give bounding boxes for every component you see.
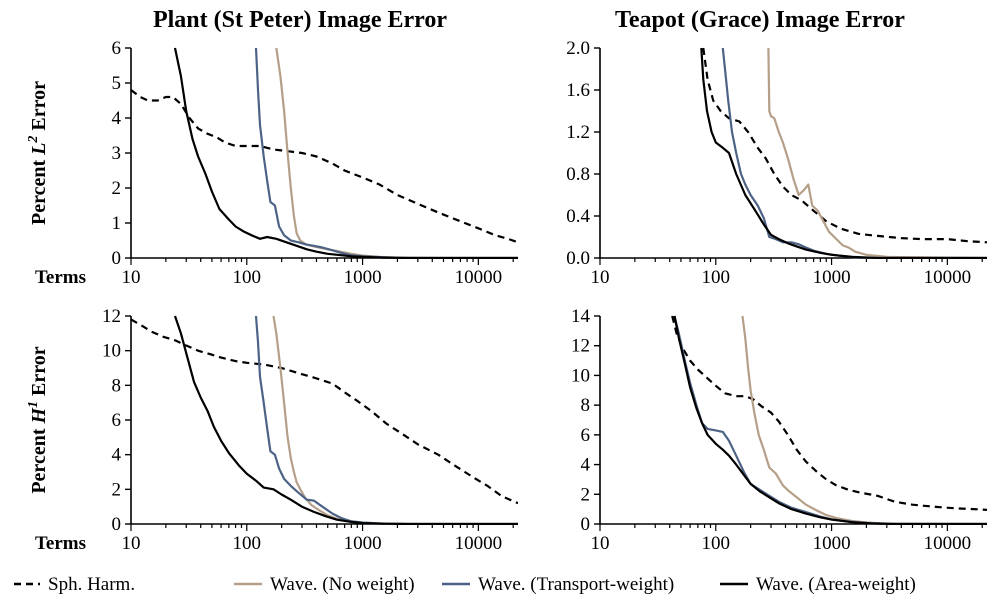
- y-tick-label: 1.2: [566, 122, 590, 143]
- y-tick-label: 14: [571, 306, 591, 327]
- axes: [599, 316, 987, 525]
- x-tick-label: 10: [591, 533, 610, 554]
- series-line-area: [673, 315, 987, 525]
- series-line-area: [700, 47, 987, 259]
- x-tick-label: 10000: [455, 267, 503, 288]
- legend-label-sph: Sph. Harm.: [48, 574, 135, 595]
- axes: [599, 48, 987, 259]
- legend: Sph. Harm. Wave. (No weight) Wave. (Transp…: [14, 574, 916, 595]
- y-tick-label: 6: [581, 425, 591, 446]
- x-tick-label: 100: [233, 533, 262, 554]
- y-tick-label: 6: [112, 38, 122, 59]
- x-tick-label: 10000: [455, 533, 503, 554]
- y-tick-label: 0: [581, 514, 591, 535]
- y-tick-label: 0: [112, 514, 122, 535]
- series-line-sph: [131, 89, 518, 244]
- legend-label-area: Wave. (Area-weight): [756, 574, 916, 595]
- x-tick-label: 100: [233, 267, 262, 288]
- y-tick-label: 10: [571, 365, 590, 386]
- y-tick-label: 1: [112, 213, 122, 234]
- series-line-area: [173, 47, 518, 259]
- series-line-transport: [721, 47, 987, 259]
- panel-1: Plant (St Peter) Image Error Percent L2 E…: [26, 7, 518, 288]
- series-line-sph: [702, 47, 987, 244]
- y-tick-label: 10: [102, 341, 121, 362]
- series-line-noweight: [767, 47, 987, 259]
- x-tick-label: 100: [702, 533, 731, 554]
- chart-title: Teapot (Grace) Image Error: [615, 7, 905, 33]
- x-tick-label: 10000: [924, 533, 972, 554]
- x-axis-label: Terms: [35, 533, 86, 554]
- x-tick-label: 1000: [344, 267, 382, 288]
- y-tick-label: 2: [581, 484, 591, 505]
- y-tick-label: 8: [581, 395, 591, 416]
- series-line-sph: [131, 318, 518, 505]
- axes: [130, 48, 518, 259]
- panel-2: Teapot (Grace) Image Error 0.0 0.4 0.8 1.2 1.…: [566, 7, 987, 288]
- series-line-transport: [673, 315, 987, 525]
- y-axis-label: Percent H1 Error: [26, 346, 50, 493]
- y-tick-label: 4: [112, 445, 122, 466]
- x-tick-label: 1000: [813, 533, 851, 554]
- x-tick-label: 1000: [344, 533, 382, 554]
- panel-3: Percent H1 Error Terms 0 2 4 6 8 10 12 10 100 1000 1…: [26, 306, 518, 554]
- y-tick-label: 1.6: [566, 80, 590, 101]
- y-tick-label: 12: [102, 306, 121, 327]
- x-tick-label: 10: [591, 267, 610, 288]
- chart-title: Plant (St Peter) Image Error: [153, 7, 447, 33]
- x-tick-label: 10: [122, 267, 141, 288]
- y-tick-label: 2.0: [566, 38, 590, 59]
- series-line-sph: [671, 315, 987, 511]
- y-tick-label: 0.0: [566, 248, 590, 269]
- y-tick-label: 12: [571, 336, 590, 357]
- y-tick-label: 2: [112, 479, 122, 500]
- x-tick-label: 1000: [813, 267, 851, 288]
- y-tick-label: 2: [112, 178, 122, 199]
- y-tick-label: 0: [112, 248, 122, 269]
- y-tick-label: 8: [112, 375, 122, 396]
- x-tick-label: 10: [122, 533, 141, 554]
- x-axis-label: Terms: [35, 267, 86, 288]
- legend-label-noweight: Wave. (No weight): [270, 574, 415, 595]
- y-tick-label: 0.4: [566, 206, 590, 227]
- y-tick-label: 4: [112, 108, 122, 129]
- x-tick-label: 10000: [924, 267, 972, 288]
- y-axis-label: Percent L2 Error: [26, 81, 50, 225]
- x-tick-label: 100: [702, 267, 731, 288]
- y-tick-label: 0.8: [566, 164, 590, 185]
- y-tick-label: 4: [581, 455, 591, 476]
- y-tick-label: 6: [112, 410, 122, 431]
- y-tick-label: 3: [112, 143, 122, 164]
- series-line-noweight: [275, 47, 518, 259]
- y-tick-label: 5: [112, 73, 122, 94]
- series-line-noweight: [272, 315, 518, 525]
- legend-label-transport: Wave. (Transport-weight): [478, 574, 674, 595]
- panel-4: 0 2 4 6 8 10 12 14 10 100 1000 10000: [571, 306, 987, 554]
- series-line-transport: [254, 315, 518, 525]
- series-line-area: [173, 315, 518, 525]
